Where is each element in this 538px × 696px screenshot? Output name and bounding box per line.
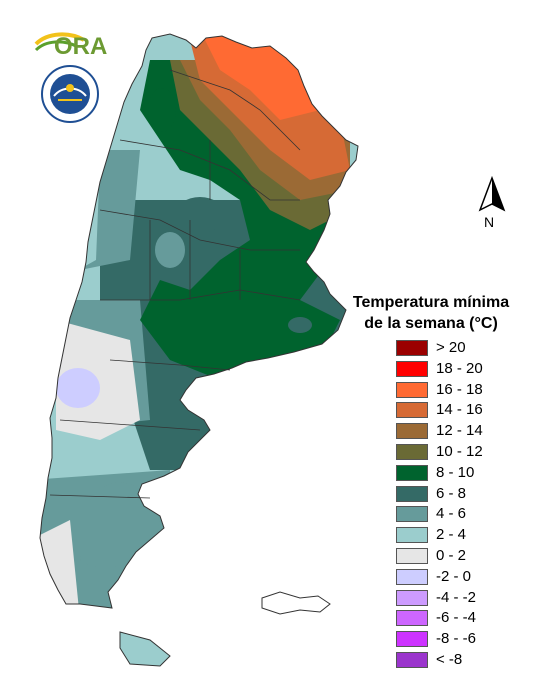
tierra-del-fuego xyxy=(119,631,171,667)
smn-seal-logo xyxy=(41,65,99,123)
legend-label: -2 - 0 xyxy=(436,567,472,585)
legend-swatch xyxy=(396,423,428,440)
legend-label: 4 - 6 xyxy=(436,505,467,523)
legend-swatch xyxy=(396,589,428,606)
ora-logo: ORA xyxy=(34,32,107,60)
legend-title-line2: de la semana (°C) xyxy=(364,315,498,332)
north-arrow-icon xyxy=(478,175,506,212)
legend-swatch xyxy=(396,610,428,627)
legend-label: > 20 xyxy=(436,339,466,356)
legend-swatch xyxy=(396,631,428,648)
legend-swatch xyxy=(396,547,428,564)
svg-text:ORA: ORA xyxy=(54,33,107,60)
legend-label: 10 - 12 xyxy=(436,442,483,460)
legend-label: -6 - -4 xyxy=(436,609,477,627)
legend-swatch xyxy=(396,506,428,523)
legend-label: 6 - 8 xyxy=(436,484,467,502)
malvinas-islands xyxy=(261,591,331,615)
legend-swatch xyxy=(396,568,428,585)
legend-swatch xyxy=(396,443,428,460)
legend-label: 16 - 18 xyxy=(436,380,483,398)
legend-title: Temperatura mínima de la semana (°C) xyxy=(336,292,526,334)
legend-label: 14 - 16 xyxy=(436,401,483,419)
legend-label: 2 - 4 xyxy=(436,526,467,544)
legend-swatch xyxy=(396,464,428,481)
legend-label: -8 - -6 xyxy=(436,630,477,648)
legend-swatch xyxy=(396,340,428,356)
north-label: N xyxy=(484,214,495,230)
legend-swatch xyxy=(396,360,428,377)
legend-label: < -8 xyxy=(436,650,463,668)
legend-swatch xyxy=(396,527,428,544)
legend-swatch xyxy=(396,381,428,398)
legend-title-line1: Temperatura mínima xyxy=(352,294,510,311)
legend-label: 0 - 2 xyxy=(436,546,467,564)
legend-swatch xyxy=(396,651,428,668)
legend-label: -4 - -2 xyxy=(436,588,477,606)
legend-label: 12 - 14 xyxy=(436,422,483,440)
legend-label: 18 - 20 xyxy=(436,359,483,377)
legend-label: 8 - 10 xyxy=(436,463,475,481)
legend-swatch xyxy=(396,485,428,502)
legend-swatch xyxy=(396,402,428,419)
